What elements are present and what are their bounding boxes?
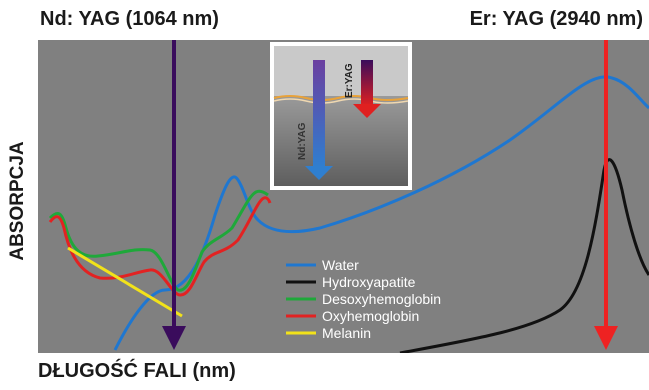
tissue-surface-line [273, 95, 409, 101]
oxyhemoglobin-curve [48, 196, 272, 297]
nd-yag-title: Nd: YAG (1064 nm) [40, 8, 219, 30]
hydroxyapatite-curve [399, 158, 649, 353]
tissue-inset: Nd:YAG Er:YAG [270, 42, 412, 190]
legend: Water Hydroxyapatite Desoxyhemoglobin Ox… [286, 257, 441, 341]
water-curve [113, 75, 649, 351]
legend-melanin: Melanin [322, 325, 371, 341]
er-yag-arrow-head [594, 326, 618, 350]
absorption-diagram: Nd:YAG Er:YAG Water Hydroxyapatite Desox… [38, 40, 649, 353]
desoxyhemoglobin-curve [48, 189, 269, 292]
legend-oxyhemoglobin: Oxyhemoglobin [322, 308, 419, 324]
inset-nd-arrow-head [305, 166, 333, 180]
er-yag-title: Er: YAG (2940 nm) [469, 8, 643, 30]
y-axis-label: ABSORPCJA [7, 141, 28, 261]
inset-er-label: Er:YAG [344, 63, 355, 98]
inset-nd-label: Nd:YAG [297, 122, 308, 160]
legend-desoxyhemoglobin: Desoxyhemoglobin [322, 291, 441, 307]
legend-hydroxyapatite: Hydroxyapatite [322, 274, 416, 290]
legend-water: Water [322, 257, 359, 273]
inset-er-arrow-head [353, 104, 381, 118]
melanin-curve [67, 246, 183, 318]
nd-yag-arrow-head [162, 326, 186, 350]
x-axis-label: DŁUGOŚĆ FALI (nm) [38, 360, 236, 382]
